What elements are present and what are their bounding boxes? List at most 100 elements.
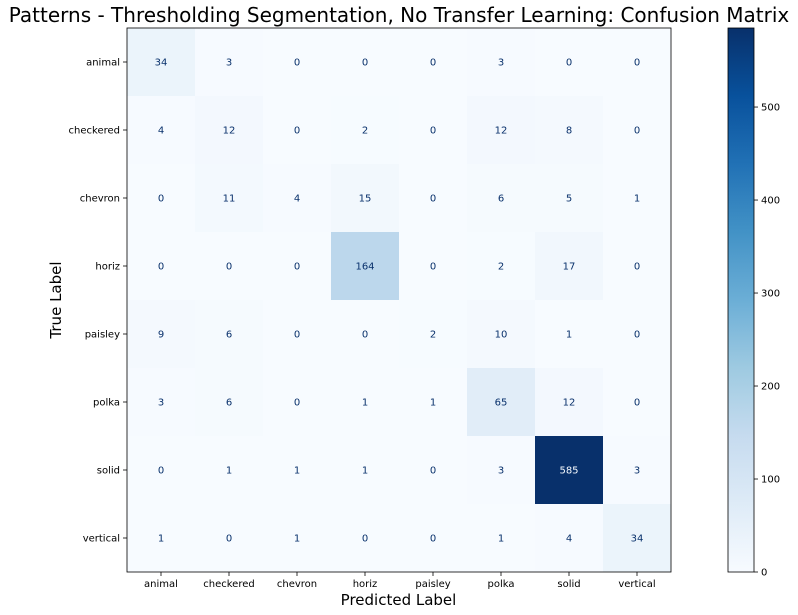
- heatmap-cell-2-2: [263, 164, 331, 232]
- heatmap-cell-0-7: [603, 28, 671, 96]
- heatmap-grid: 34 3 0 0 0 3 0 0 4 12 0 2 0 12 8 0 0 1 1 4 1 5 0 6 5 1 0 0 0 164 0 2 17 0…: [126, 27, 672, 573]
- heatmap-cell-7-6: [535, 504, 603, 572]
- cell-value-4-2: 0: [294, 330, 300, 341]
- heatmap-cell-4-6: [535, 300, 603, 368]
- heatmap-cell-3-6: [535, 232, 603, 300]
- heatmap-cell-2-0: [127, 164, 195, 232]
- colorbar-gradient: [727, 27, 755, 573]
- cell-value-1-6: 8: [566, 126, 572, 137]
- cell-value-3-5: 2: [498, 262, 504, 273]
- x-tick-label: solid: [557, 579, 580, 590]
- heatmap-cell-6-6: [535, 436, 603, 504]
- heatmap-cell-4-0: [127, 300, 195, 368]
- x-tick-label: animal: [144, 579, 178, 590]
- heatmap-cell-7-5: [467, 504, 535, 572]
- heatmap-cell-7-2: [263, 504, 331, 572]
- y-tick-label: animal: [86, 58, 120, 69]
- colorbar-tick-label: 400: [761, 196, 780, 207]
- cell-value-7-5: 1: [498, 534, 504, 545]
- cell-value-1-7: 0: [634, 126, 640, 137]
- cell-value-4-4: 2: [430, 330, 436, 341]
- heatmap-cell-4-5: [467, 300, 535, 368]
- heatmap-cell-1-2: [263, 96, 331, 164]
- heatmap-cell-6-4: [399, 436, 467, 504]
- cell-value-3-7: 0: [634, 262, 640, 273]
- cell-value-3-3: 164: [355, 262, 374, 273]
- cell-value-7-3: 0: [362, 534, 368, 545]
- cell-value-4-7: 0: [634, 330, 640, 341]
- y-tick-label: horiz: [95, 262, 120, 273]
- cell-value-1-5: 12: [495, 126, 508, 137]
- cell-value-2-5: 6: [498, 194, 504, 205]
- heatmap-cell-3-1: [195, 232, 263, 300]
- x-tick-label: paisley: [415, 579, 450, 590]
- heatmap-cell-7-0: [127, 504, 195, 572]
- cell-value-5-6: 12: [563, 398, 576, 409]
- x-tick-label: polka: [488, 579, 515, 590]
- colorbar-tick-label: 300: [761, 289, 780, 300]
- y-axis-ticks: animal checkered chevron horiz paisley polka s…: [69, 58, 127, 545]
- y-tick-label: paisley: [85, 330, 120, 341]
- cell-value-0-4: 0: [430, 58, 436, 69]
- heatmap-cell-0-3: [331, 28, 399, 96]
- heatmap-cell-5-4: [399, 368, 467, 436]
- cell-value-3-6: 17: [563, 262, 576, 273]
- cell-value-0-7: 0: [634, 58, 640, 69]
- heatmap-cell-4-4: [399, 300, 467, 368]
- cell-value-6-0: 0: [158, 466, 164, 477]
- heatmap-cell-5-0: [127, 368, 195, 436]
- heatmap-cell-0-0: [127, 28, 195, 96]
- x-tick-label: checkered: [203, 579, 254, 590]
- cell-value-0-0: 34: [155, 58, 168, 69]
- cell-value-2-6: 5: [566, 194, 572, 205]
- cell-value-0-1: 3: [226, 58, 232, 69]
- heatmap-cell-7-7: [603, 504, 671, 572]
- heatmap-cell-7-4: [399, 504, 467, 572]
- cell-value-7-6: 4: [566, 534, 572, 545]
- x-axis-ticks: animal checkered chevron horiz paisley polka s…: [144, 572, 656, 590]
- cell-value-1-3: 2: [362, 126, 368, 137]
- cell-value-5-5: 65: [495, 398, 508, 409]
- heatmap-cell-2-7: [603, 164, 671, 232]
- cell-value-5-7: 0: [634, 398, 640, 409]
- cell-value-1-4: 0: [430, 126, 436, 137]
- heatmap-cell-5-1: [195, 368, 263, 436]
- y-tick-label: vertical: [83, 534, 120, 545]
- colorbar-tick-label: 0: [761, 568, 767, 579]
- cell-value-3-4: 0: [430, 262, 436, 273]
- heatmap-cell-2-6: [535, 164, 603, 232]
- cell-value-7-2: 1: [294, 534, 300, 545]
- heatmap-cell-6-2: [263, 436, 331, 504]
- heatmap-cell-3-2: [263, 232, 331, 300]
- cell-value-4-6: 1: [566, 330, 572, 341]
- cell-value-7-1: 0: [226, 534, 232, 545]
- colorbar-tick-label: 100: [761, 475, 780, 486]
- cell-value-4-1: 6: [226, 330, 232, 341]
- cell-value-0-6: 0: [566, 58, 572, 69]
- cell-value-5-2: 0: [294, 398, 300, 409]
- cell-value-4-0: 9: [158, 330, 164, 341]
- x-axis-label: Predicted Label: [341, 591, 457, 609]
- cell-value-1-2: 0: [294, 126, 300, 137]
- heatmap-cell-1-7: [603, 96, 671, 164]
- cell-value-1-0: 4: [158, 126, 164, 137]
- chart-title: Patterns - Thresholding Segmentation, No…: [9, 3, 790, 27]
- x-tick-label: horiz: [353, 579, 378, 590]
- cell-value-6-4: 0: [430, 466, 436, 477]
- cell-value-3-1: 0: [226, 262, 232, 273]
- heatmap-cell-3-5: [467, 232, 535, 300]
- cell-value-6-5: 3: [498, 466, 504, 477]
- y-tick-label: solid: [97, 466, 120, 477]
- heatmap-cell-7-1: [195, 504, 263, 572]
- cell-value-3-0: 0: [158, 262, 164, 273]
- cell-value-6-7: 3: [634, 466, 640, 477]
- heatmap-cell-5-7: [603, 368, 671, 436]
- cell-value-7-7: 34: [631, 534, 644, 545]
- heatmap-cell-1-6: [535, 96, 603, 164]
- heatmap-cell-2-5: [467, 164, 535, 232]
- heatmap-cell-0-2: [263, 28, 331, 96]
- heatmap-cell-1-4: [399, 96, 467, 164]
- cell-value-2-7: 1: [634, 194, 640, 205]
- heatmap-cell-3-3: [331, 232, 399, 300]
